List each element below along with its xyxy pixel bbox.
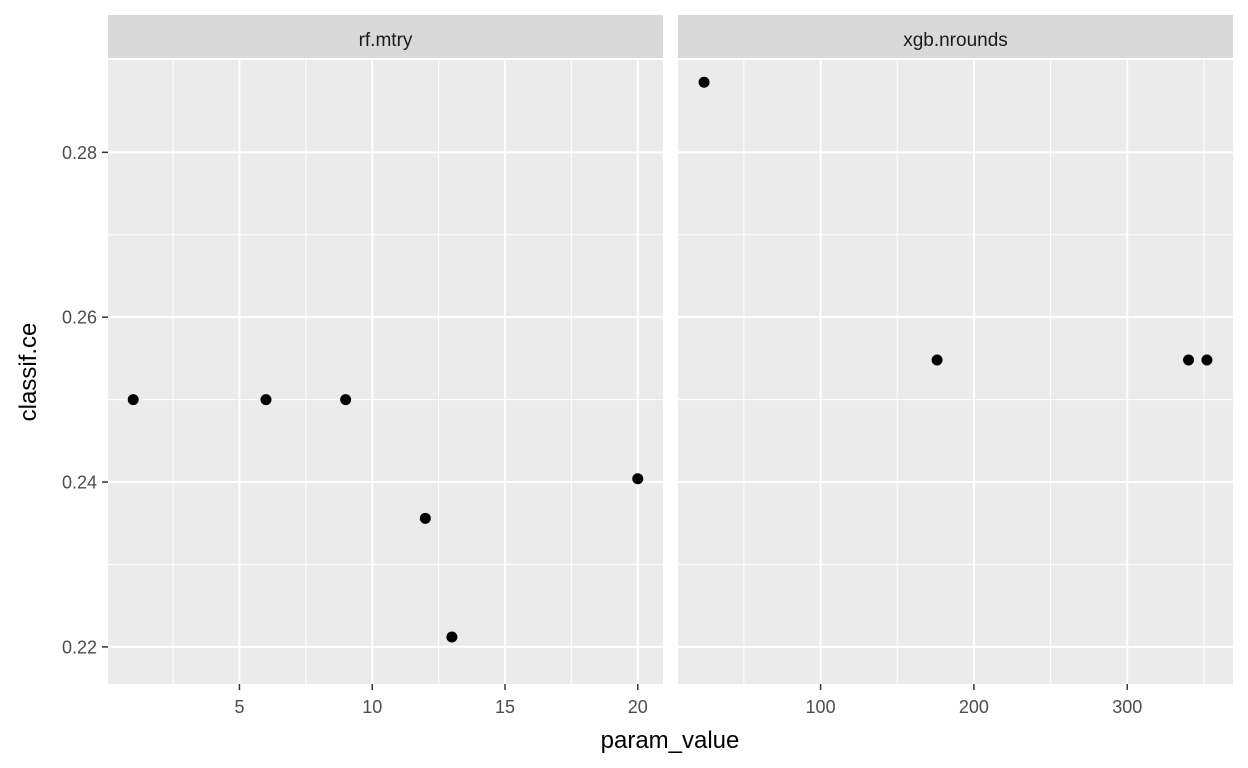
facet-strip bbox=[678, 15, 1233, 58]
data-point bbox=[127, 394, 139, 406]
panel-background bbox=[108, 60, 663, 684]
data-point bbox=[419, 512, 431, 524]
data-point bbox=[340, 394, 352, 406]
y-tick-label: 0.28 bbox=[62, 143, 97, 163]
data-point bbox=[1183, 354, 1195, 366]
facet-rf-mtry: rf.mtry 5 10 15 20 bbox=[108, 15, 663, 717]
x-tick-label: 5 bbox=[234, 697, 244, 717]
x-tick-label: 20 bbox=[628, 697, 648, 717]
facet-strip-label: rf.mtry bbox=[359, 30, 413, 51]
data-point bbox=[698, 76, 710, 88]
x-tick-label: 100 bbox=[806, 697, 836, 717]
y-axis: 0.22 0.24 0.26 0.28 bbox=[62, 143, 108, 657]
y-tick-label: 0.24 bbox=[62, 473, 97, 493]
data-point bbox=[931, 354, 943, 366]
y-axis-title: classif.ce bbox=[15, 323, 42, 422]
facet-strip-label: xgb.nrounds bbox=[903, 30, 1008, 51]
facet-xgb-nrounds: xgb.nrounds 100 200 300 bbox=[678, 15, 1233, 717]
y-tick-label: 0.26 bbox=[62, 308, 97, 328]
data-point bbox=[632, 473, 644, 485]
data-point bbox=[1201, 354, 1213, 366]
x-tick-label: 15 bbox=[495, 697, 515, 717]
x-axis-title: param_value bbox=[601, 727, 740, 754]
x-tick-label: 10 bbox=[362, 697, 382, 717]
x-tick-label: 300 bbox=[1112, 697, 1142, 717]
data-point bbox=[446, 631, 458, 643]
x-tick-label: 200 bbox=[959, 697, 989, 717]
data-point bbox=[260, 394, 272, 406]
panel-background bbox=[678, 60, 1233, 684]
facet-strip bbox=[108, 15, 663, 58]
y-tick-label: 0.22 bbox=[62, 637, 97, 657]
